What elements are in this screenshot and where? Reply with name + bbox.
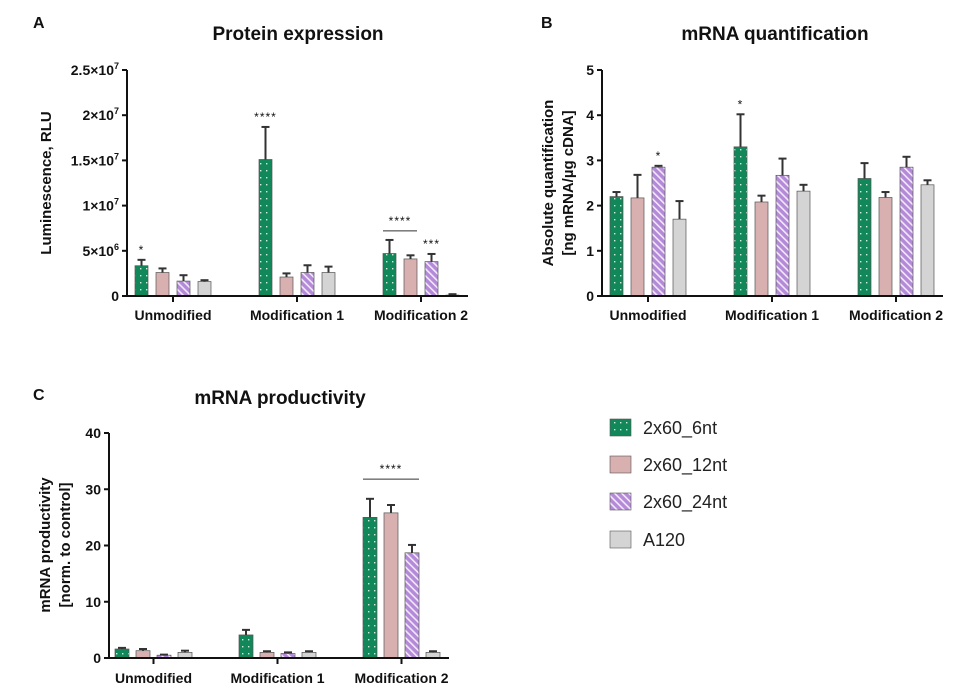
bar-2x60-12nt-unmodified — [155, 272, 170, 297]
y-axis-title-b-line1: Absolute quantification — [540, 100, 557, 267]
legend: 2x60_6nt 2x60_12nt 2x60_24nt A120 — [609, 418, 727, 550]
x-tick-label-modification-2: Modification 2 — [354, 670, 448, 686]
y-axis-title-c-line2: [norm. to control] — [57, 483, 74, 608]
y-tick-label: 4 — [586, 107, 594, 123]
bar-2x60-24nt-modification-2 — [899, 166, 914, 297]
chart-title-a: Protein expression — [212, 24, 383, 45]
legend-label: A120 — [643, 530, 685, 550]
bar-2x60-6nt-modification-2 — [857, 178, 872, 297]
bar-2x60-24nt-modification-1 — [300, 272, 315, 297]
bar-a120-unmodified — [672, 218, 687, 297]
legend-swatch-dots — [609, 418, 632, 437]
bar-2x60-24nt-modification-1 — [775, 174, 790, 297]
bar-2x60-6nt-modification-2 — [382, 253, 397, 297]
y-axis-title-c: mRNA productivity [norm. to control] — [37, 477, 74, 613]
bar-a120-modification-1 — [796, 190, 811, 297]
y-tick-label: 5×106 — [82, 242, 119, 259]
y-tick-label: 2 — [586, 198, 594, 214]
y-tick-label: 40 — [85, 425, 101, 441]
significance-marker: * — [738, 97, 744, 111]
y-axis-title-c-line1: mRNA productivity — [37, 477, 54, 613]
plot-mrna-quantification: 0 1 2 3 4 5 Unmodified Modification 1 Modificati… — [586, 62, 943, 323]
bar-2x60-12nt-modification-2 — [383, 512, 399, 659]
x-tick-label-unmodified: Unmodified — [135, 307, 212, 323]
x-tick-label-unmodified: Unmodified — [115, 670, 192, 686]
y-axis-title-a: Luminescence, RLU — [38, 111, 55, 254]
bar-2x60-6nt-unmodified — [114, 648, 130, 659]
bar-a120-unmodified — [197, 281, 212, 297]
legend-swatch-gray — [609, 530, 632, 549]
legend-label: 2x60_6nt — [643, 418, 717, 439]
significance-marker: **** — [389, 214, 412, 228]
y-tick-label: 2.5×107 — [71, 61, 119, 78]
bar-2x60-6nt-modification-1 — [258, 159, 273, 297]
bar-2x60-12nt-modification-1 — [279, 276, 294, 297]
bar-2x60-6nt-modification-2 — [362, 517, 378, 659]
y-tick-label: 5 — [586, 62, 594, 78]
significance-marker: **** — [380, 462, 403, 476]
bar-a120-modification-1 — [321, 272, 336, 297]
panel-letter-a: A — [33, 15, 45, 32]
x-tick-label-modification-1: Modification 1 — [230, 670, 324, 686]
bar-2x60-12nt-modification-2 — [403, 258, 418, 297]
legend-item-2x60-12nt: 2x60_12nt — [609, 455, 727, 476]
significance-marker: **** — [254, 110, 277, 124]
y-tick-label: 1×107 — [82, 197, 119, 214]
x-tick-label-unmodified: Unmodified — [610, 307, 687, 323]
plot-protein-expression: 0 5×106 1×107 1.5×107 2×107 2.5×107 Unmodified… — [71, 61, 468, 323]
x-tick-label-modification-2: Modification 2 — [849, 307, 943, 323]
bar-2x60-6nt-modification-1 — [238, 634, 254, 659]
bar-2x60-24nt-modification-2 — [404, 552, 420, 659]
legend-swatch-pink — [609, 455, 632, 474]
chart-title-c: mRNA productivity — [194, 388, 366, 409]
bar-2x60-12nt-unmodified — [135, 650, 151, 659]
bar-2x60-12nt-unmodified — [630, 197, 645, 297]
y-tick-label: 10 — [85, 594, 101, 610]
legend-label: 2x60_12nt — [643, 455, 727, 476]
bar-2x60-24nt-unmodified — [176, 280, 191, 297]
y-tick-label: 0 — [586, 288, 594, 304]
chart-title-b: mRNA quantification — [681, 24, 868, 45]
bar-2x60-6nt-modification-1 — [733, 146, 748, 297]
significance-marker: * — [656, 149, 662, 163]
plot-mrna-productivity: 0 10 20 30 40 Unmodified Modification 1 Modific… — [85, 425, 449, 686]
bar-2x60-12nt-modification-2 — [878, 197, 893, 297]
legend-item-2x60-6nt: 2x60_6nt — [609, 418, 717, 439]
x-tick-label-modification-2: Modification 2 — [374, 307, 468, 323]
y-axis-title-b: Absolute quantification [ng mRNA/µg cDNA… — [540, 100, 577, 267]
y-tick-label: 2×107 — [82, 106, 119, 123]
bar-2x60-24nt-modification-2 — [424, 261, 439, 297]
y-tick-label: 3 — [586, 152, 594, 168]
significance-marker: * — [139, 243, 145, 257]
legend-item-a120: A120 — [609, 530, 685, 550]
bar-2x60-24nt-unmodified — [651, 166, 666, 297]
y-tick-label: 0 — [111, 288, 119, 304]
legend-item-2x60-24nt: 2x60_24nt — [609, 492, 727, 513]
x-tick-label-modification-1: Modification 1 — [250, 307, 344, 323]
y-tick-label: 0 — [93, 650, 101, 666]
legend-label: 2x60_24nt — [643, 492, 727, 513]
legend-swatch-hatch — [609, 492, 632, 511]
y-axis-title-b-line2: [ng mRNA/µg cDNA] — [560, 110, 577, 255]
y-tick-label: 1.5×107 — [71, 151, 119, 168]
panel-letter-b: B — [541, 15, 553, 32]
bar-2x60-6nt-unmodified — [134, 265, 149, 297]
panel-letter-c: C — [33, 387, 45, 404]
y-tick-label: 1 — [586, 243, 594, 259]
y-tick-label: 20 — [85, 538, 101, 554]
bar-2x60-12nt-modification-1 — [754, 201, 769, 297]
x-tick-label-modification-1: Modification 1 — [725, 307, 819, 323]
significance-marker: *** — [423, 237, 440, 251]
bar-a120-modification-2 — [920, 184, 935, 297]
bar-2x60-6nt-unmodified — [609, 196, 624, 297]
y-tick-label: 30 — [85, 481, 101, 497]
